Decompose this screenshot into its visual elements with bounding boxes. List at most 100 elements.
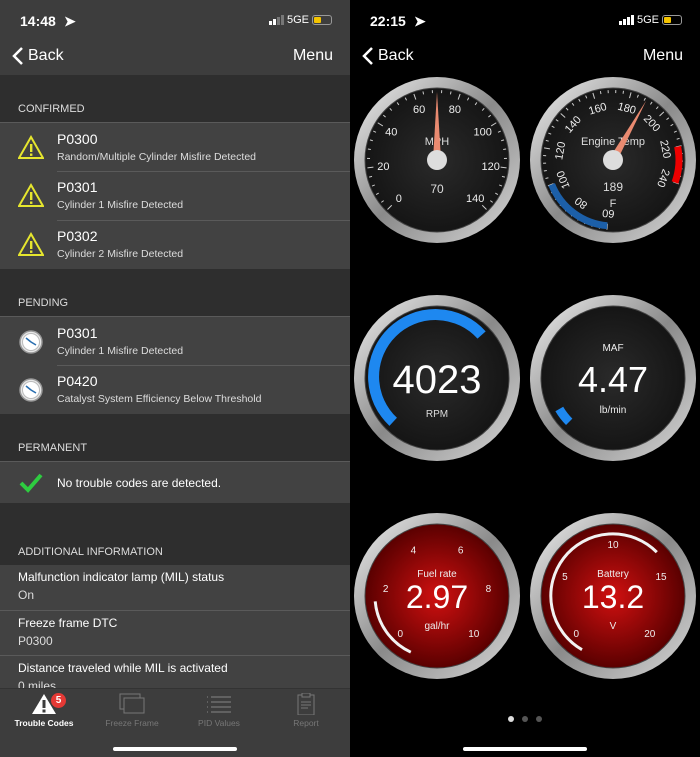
gauge-tick [501, 175, 506, 178]
gauge-tick [466, 97, 470, 101]
info-row: Freeze frame DTC P0300 [0, 610, 350, 655]
gauge-maf[interactable]: MAF 4.47 lb/min [528, 293, 698, 463]
gauge-tick [629, 92, 632, 99]
trouble-code-row[interactable]: P0301 Cylinder 1 Misfire Detected [0, 171, 350, 220]
needle-hub [603, 150, 623, 170]
gauges-screen: 22:15 ➤ 5GE Back Menu 0 20 40 60 80 100 120 140… [350, 0, 700, 757]
page-indicator[interactable] [350, 716, 700, 722]
trouble-code-row[interactable]: P0302 Cylinder 2 Misfire Detected [0, 220, 350, 269]
gauge-tick [592, 92, 596, 99]
page-dot[interactable] [536, 716, 542, 722]
divider [57, 220, 350, 221]
nav-bar: Back Menu [350, 40, 700, 75]
trouble-code-row[interactable]: P0300 Random/Multiple Cylinder Misfire D… [0, 122, 350, 171]
gauge-speed[interactable]: 020406080100120140MPH 70 [352, 75, 522, 245]
gauge-tick [381, 200, 384, 203]
gauge-tick-label: 80 [573, 194, 590, 211]
gauge-value-arc [368, 309, 486, 426]
gauge-tick [500, 166, 507, 169]
tab-bar: 5 Trouble Codes Freeze Frame PID Values … [0, 688, 350, 757]
gauge-tick-label: 8 [486, 584, 492, 595]
gauge-tick-label: 60 [413, 104, 425, 116]
gauge-value: 4023 [393, 358, 482, 402]
section-header-permanent: PERMANENT [18, 442, 88, 454]
gauge-tick [369, 139, 373, 142]
tab-trouble-codes[interactable]: 5 Trouble Codes [0, 693, 88, 728]
trouble-code-row[interactable]: P0301 Cylinder 1 Misfire Detected [0, 316, 350, 365]
trouble-codes-screen: 14:48 ➤ 5GE Back Menu CONFIRMED P0300 Ra… [0, 0, 350, 757]
divider [57, 171, 350, 172]
gauge-tick [413, 93, 417, 100]
checkmark-icon [19, 473, 43, 493]
gauge-tick [387, 204, 393, 210]
signal-icon [618, 15, 634, 25]
page-dot[interactable] [522, 716, 528, 722]
back-label: Back [28, 47, 64, 64]
gauge-value: 70 [430, 182, 444, 196]
status-bar: 22:15 ➤ 5GE [350, 0, 700, 40]
gauge-rpm[interactable]: 4023 RPM [352, 293, 522, 463]
status-time: 14:48 [20, 13, 56, 29]
gauge-tick [449, 91, 452, 95]
tab-report[interactable]: Report [262, 693, 350, 728]
gauge-tick [481, 204, 487, 210]
gauge-fuel[interactable]: 0 2 4 6 8 10 Fuel rate 2.97 gal/hr [352, 511, 522, 681]
status-time: 22:15 [370, 13, 406, 29]
gauge-unit: F [610, 198, 617, 210]
menu-button[interactable]: Menu [642, 47, 683, 64]
location-icon: ➤ [64, 13, 76, 29]
gauge-tick [670, 123, 674, 127]
warning-icon [32, 694, 56, 714]
gauge-tick [673, 130, 677, 133]
trouble-code-description: Cylinder 1 Misfire Detected [57, 199, 184, 211]
signal-icon [268, 15, 284, 25]
back-button[interactable]: Back [12, 47, 64, 65]
info-row: Distance traveled while MIL is activated… [0, 655, 350, 693]
gauge-tick-label: 0 [397, 629, 403, 640]
gauge-battery[interactable]: 0 5 10 15 20 Battery 13.2 V [528, 511, 698, 681]
back-label: Back [378, 47, 414, 64]
gauge-value: 13.2 [582, 579, 644, 615]
tab-label: Freeze Frame [105, 718, 159, 728]
gauge-temp[interactable]: 60 80 100 120 140 160 180 200 220 240 Engine Temp … [528, 75, 698, 245]
gauge-tick-label: 220 [657, 139, 672, 159]
gauge-tick [368, 175, 373, 178]
gauge-value: 2.97 [406, 579, 468, 615]
trouble-code-row[interactable]: P0420 Catalyst System Efficiency Below T… [0, 365, 350, 414]
gauge-tick-label: 120 [481, 161, 499, 173]
tab-freeze-frame[interactable]: Freeze Frame [88, 693, 176, 728]
divider [57, 365, 350, 366]
gauge-tick [560, 113, 566, 118]
gauge-value: 189 [603, 180, 623, 194]
gauge-tick [457, 93, 461, 100]
tab-pid-values[interactable]: PID Values [175, 693, 263, 728]
gauge-tick [373, 130, 377, 133]
gauge-tick [498, 184, 503, 187]
home-indicator[interactable] [113, 747, 237, 751]
hot-zone-arc [671, 145, 683, 184]
gauge-tick-label: 2 [383, 584, 389, 595]
trouble-code-description: Cylinder 2 Misfire Detected [57, 248, 184, 260]
warning-icon [18, 232, 44, 256]
info-value: P0300 [18, 634, 53, 648]
gauge-tick-label: 120 [553, 141, 568, 161]
network-label: 5GE [286, 14, 309, 26]
gauge-tick [585, 95, 588, 99]
home-indicator[interactable] [463, 747, 587, 751]
back-button[interactable]: Back [362, 47, 414, 65]
section-header-pending: PENDING [18, 297, 69, 309]
info-value: On [18, 588, 35, 602]
nav-bar: Back Menu [0, 40, 350, 75]
gauge-tick-label: 0 [573, 629, 579, 640]
gauge-tick-label: 240 [654, 167, 672, 188]
gauge-tick [490, 200, 493, 203]
cold-zone-arc [548, 183, 608, 230]
page-dot[interactable] [508, 716, 514, 722]
needle-hub [427, 150, 447, 170]
gauge-tick-label: 10 [468, 629, 480, 640]
gauge-tick-label: 160 [587, 101, 608, 118]
info-label: Distance traveled while MIL is activated [18, 661, 228, 675]
menu-button[interactable]: Menu [292, 47, 333, 64]
info-label: Freeze frame DTC [18, 616, 118, 630]
gauge-tick [650, 101, 653, 105]
